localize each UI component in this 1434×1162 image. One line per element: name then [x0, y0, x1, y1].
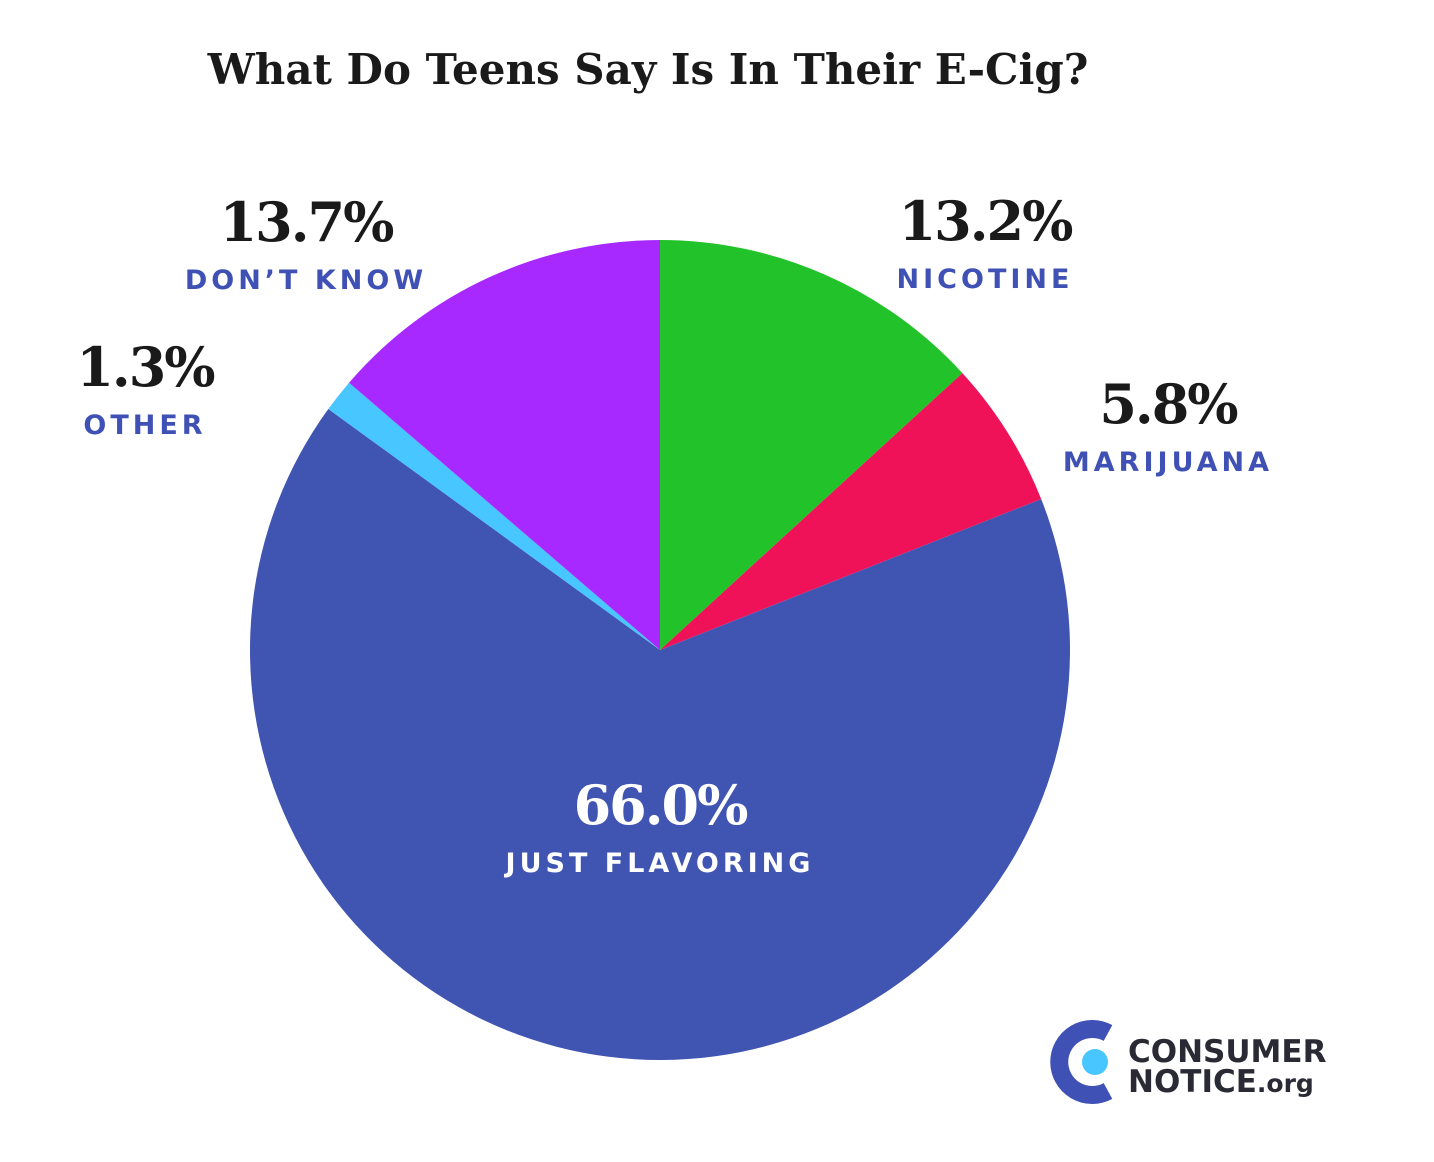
category-label-just-flavoring: JUST FLAVORING	[504, 848, 815, 879]
logo-line2-suffix: .org	[1257, 1069, 1314, 1098]
value-label-nicotine: 13.2%	[899, 189, 1073, 253]
logo-line1: CONSUMER	[1128, 1034, 1327, 1070]
chart-title: What Do Teens Say Is In Their E-Cig?	[207, 45, 1089, 94]
logo-line2-name: NOTICE	[1128, 1064, 1257, 1100]
category-label-nicotine: NICOTINE	[897, 264, 1074, 295]
logo-line2: NOTICE.org	[1128, 1064, 1314, 1100]
value-label-other: 1.3%	[76, 335, 214, 399]
pie-slice-other	[328, 382, 660, 650]
value-label-just-flavoring: 66.0%	[574, 773, 748, 837]
pie-slice-marijuana	[660, 373, 1042, 650]
category-label-don-t-know: DON’T KNOW	[185, 265, 427, 296]
pie-slice-don-t-know	[349, 240, 660, 650]
value-label-don-t-know: 13.7%	[220, 190, 394, 254]
value-label-marijuana: 5.8%	[1099, 372, 1237, 436]
consumer-notice-c-icon	[1050, 1020, 1113, 1104]
category-label-other: OTHER	[83, 410, 206, 441]
pie-labels: 13.2% NICOTINE 5.8% MARIJUANA 66.0% JUST FLAV…	[76, 189, 1273, 879]
consumer-notice-logo: CONSUMER NOTICE.org	[1050, 1020, 1327, 1104]
pie-slices	[250, 239, 1071, 1060]
pie-slice-nicotine	[660, 239, 963, 650]
category-label-marijuana: MARIJUANA	[1063, 447, 1273, 478]
pie-slice-just-flavoring	[250, 409, 1071, 1060]
